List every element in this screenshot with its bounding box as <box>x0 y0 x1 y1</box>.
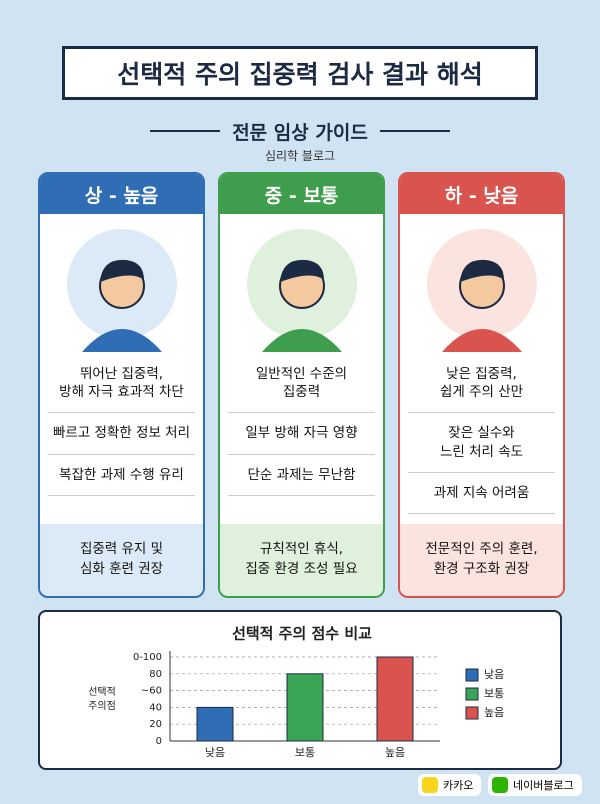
badge[interactable]: 네이버블로그 <box>488 774 582 796</box>
badge-label: 카카오 <box>443 779 474 792</box>
x-tick-label: 높음 <box>385 746 405 759</box>
card-item: 과제 지속 어려움 <box>408 473 555 515</box>
y-axis-label: 선택적 <box>88 686 116 698</box>
card-item: 빠르고 정확한 정보 처리 <box>48 413 195 455</box>
bar <box>286 673 324 742</box>
y-tick-label: ~60 <box>141 686 162 697</box>
card-item: 단순 과제는 무난함 <box>228 455 375 496</box>
hair <box>280 259 324 282</box>
card-recommendation: 전문적인 주의 훈련, 환경 구조화 권장 <box>400 524 563 596</box>
card-item: 낮은 집중력, 쉽게 주의 산만 <box>408 354 555 414</box>
legend-label: 보통 <box>484 687 504 700</box>
body <box>82 329 162 352</box>
rule <box>150 130 220 132</box>
card-heading: 상 - 높음 <box>40 174 203 214</box>
y-tick-label: 40 <box>149 702 162 713</box>
card-recommendation: 규칙적인 휴식, 집중 환경 조성 필요 <box>220 524 383 596</box>
y-tick-label: 0-100 <box>133 652 162 663</box>
chart-panel: 선택적 주의 점수 비교 선택적 주의점 0 20 40 ~60 80 0-100 낮음 낮음 보통… <box>38 610 562 770</box>
x-tick-label: 보통 <box>295 746 315 759</box>
card-item: 일부 방해 자극 영향 <box>228 413 375 455</box>
legend-swatch <box>465 687 479 701</box>
x-tick-label: 낮음 <box>205 746 225 759</box>
card-item: 복잡한 과제 수행 유리 <box>48 455 195 496</box>
card-heading: 하 - 낮음 <box>400 174 563 214</box>
y-tick-label: 80 <box>149 669 162 680</box>
rule <box>380 130 450 132</box>
legend-label: 높음 <box>484 706 504 719</box>
chart-title: 선택적 주의 점수 비교 <box>232 625 372 643</box>
card-recommendation: 집중력 유지 및 심화 훈련 권장 <box>40 524 203 596</box>
subtitle: 전문 임상 가이드 <box>232 122 368 144</box>
card-heading: 중 - 보통 <box>220 174 383 214</box>
bar <box>196 706 234 742</box>
y-axis-label: 주의점 <box>88 700 116 712</box>
legend-swatch <box>465 668 479 682</box>
hair <box>100 259 144 282</box>
card-item: 뛰어난 집중력, 방해 자극 효과적 차단 <box>48 354 195 414</box>
card-item: 잦은 실수와 느린 처리 속도 <box>408 413 555 473</box>
illustration <box>247 229 357 352</box>
y-tick-label: 20 <box>149 719 162 730</box>
source: 심리학 블로그 <box>264 149 336 163</box>
badge-label: 네이버블로그 <box>513 779 574 792</box>
hair <box>460 259 504 282</box>
legend-label: 낮음 <box>484 668 504 681</box>
y-tick-label: 0 <box>156 736 162 747</box>
illustration <box>427 229 537 352</box>
title: 선택적 주의 집중력 검사 결과 해석 <box>62 46 538 100</box>
bar <box>376 656 414 742</box>
illustration <box>67 229 177 352</box>
body <box>442 329 522 352</box>
legend-swatch <box>465 706 479 720</box>
card-item: 일반적인 수준의 집중력 <box>228 354 375 414</box>
chart: 선택적 주의 점수 비교 선택적주의점02040~60800-100낮음낮음보통… <box>88 625 504 760</box>
body <box>262 329 342 352</box>
badge[interactable]: 카카오 <box>418 774 482 796</box>
